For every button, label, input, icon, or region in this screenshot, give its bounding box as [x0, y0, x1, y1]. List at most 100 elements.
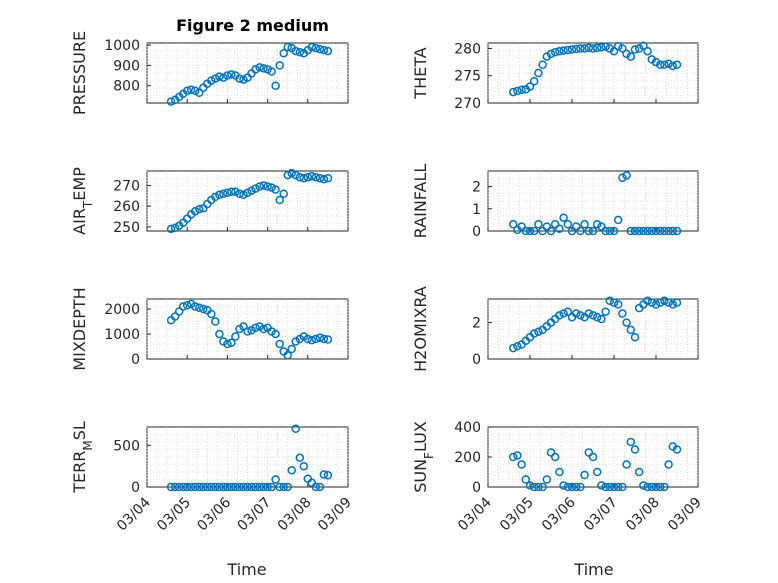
data-point	[279, 482, 288, 492]
data-point	[597, 314, 606, 324]
data-point	[592, 467, 602, 477]
subplot-3: 250 260 270 AIRTEMP	[70, 167, 349, 236]
y-tick-label: 0	[131, 480, 140, 496]
data-point	[311, 334, 321, 344]
data-point	[655, 60, 665, 70]
data-point	[664, 226, 673, 236]
data-series	[508, 437, 682, 492]
data-point	[605, 226, 615, 236]
data-point	[660, 226, 669, 236]
grid-lines	[146, 299, 349, 359]
data-series	[166, 424, 333, 492]
data-point	[529, 482, 539, 492]
data-point	[588, 44, 598, 53]
data-point	[315, 482, 325, 492]
data-point	[626, 325, 636, 335]
data-point	[207, 309, 216, 319]
data-point	[243, 188, 252, 197]
data-point	[513, 342, 522, 351]
data-point	[508, 87, 518, 97]
data-point	[601, 42, 610, 52]
x-tick-label: 03/08	[275, 495, 315, 535]
data-point	[597, 43, 606, 52]
data-point	[655, 298, 665, 307]
data-point	[307, 42, 317, 52]
data-point	[542, 475, 552, 484]
data-point	[195, 205, 204, 214]
data-point	[235, 74, 244, 83]
data-point	[668, 61, 678, 71]
data-point	[227, 482, 236, 492]
data-point	[517, 460, 526, 469]
y-tick-label: 275	[454, 69, 481, 85]
data-point	[563, 45, 573, 55]
data-point	[639, 41, 648, 50]
data-point	[299, 173, 309, 183]
y-tick-label: 0	[472, 352, 481, 368]
data-point	[251, 482, 260, 492]
data-point	[622, 460, 631, 469]
x-tick-label: 03/07	[581, 495, 621, 535]
data-point	[303, 172, 313, 182]
data-point	[508, 220, 518, 229]
subplot-4: 0 1 2 RAINFALL	[411, 164, 699, 240]
data-point	[559, 46, 568, 55]
data-point	[170, 482, 180, 492]
data-point	[271, 185, 280, 194]
data-series	[508, 41, 682, 97]
data-point	[525, 481, 535, 490]
data-point	[534, 68, 543, 78]
data-point	[643, 296, 652, 306]
data-point	[664, 298, 673, 307]
data-point	[571, 44, 581, 54]
data-point	[588, 226, 598, 236]
y-tick-label: 1000	[104, 38, 140, 54]
data-point	[567, 226, 577, 236]
data-point	[651, 226, 661, 236]
data-point	[584, 309, 594, 318]
y-tick-label: 2000	[104, 302, 140, 318]
data-point	[283, 170, 292, 180]
data-point	[538, 226, 547, 236]
data-point	[550, 452, 560, 462]
data-point	[219, 189, 228, 199]
data-point	[508, 343, 518, 353]
data-point	[211, 482, 220, 492]
data-point	[251, 184, 260, 193]
data-point	[223, 71, 232, 80]
data-point	[618, 173, 627, 182]
y-axis-label: H2OMIXRA	[411, 286, 430, 372]
data-point	[588, 452, 598, 462]
data-point	[243, 482, 252, 492]
data-point	[255, 482, 264, 492]
data-point	[239, 322, 248, 331]
y-tick-label: 2	[472, 180, 481, 196]
data-point	[660, 482, 669, 492]
data-point	[647, 226, 657, 236]
y-tick-label: 900	[113, 58, 140, 74]
data-point	[291, 424, 300, 433]
data-point	[508, 452, 518, 462]
data-point	[563, 307, 573, 316]
data-point	[622, 171, 631, 180]
data-point	[323, 335, 333, 344]
y-axis-label: RAINFALL	[411, 164, 430, 239]
data-point	[287, 344, 296, 354]
x-tick-label: 03/09	[315, 495, 355, 535]
data-point	[211, 192, 220, 202]
data-point	[546, 226, 556, 236]
data-point	[609, 298, 619, 307]
data-point	[664, 460, 673, 469]
data-point	[231, 482, 240, 492]
data-point	[207, 76, 216, 85]
data-point	[580, 470, 589, 480]
y-tick-label: 0	[131, 352, 140, 368]
data-point	[239, 482, 248, 492]
data-point	[223, 339, 232, 349]
data-point	[207, 482, 216, 492]
data-point	[571, 482, 581, 492]
x-axis-label: Time	[226, 560, 266, 579]
data-point	[605, 482, 615, 492]
data-point	[525, 82, 535, 91]
